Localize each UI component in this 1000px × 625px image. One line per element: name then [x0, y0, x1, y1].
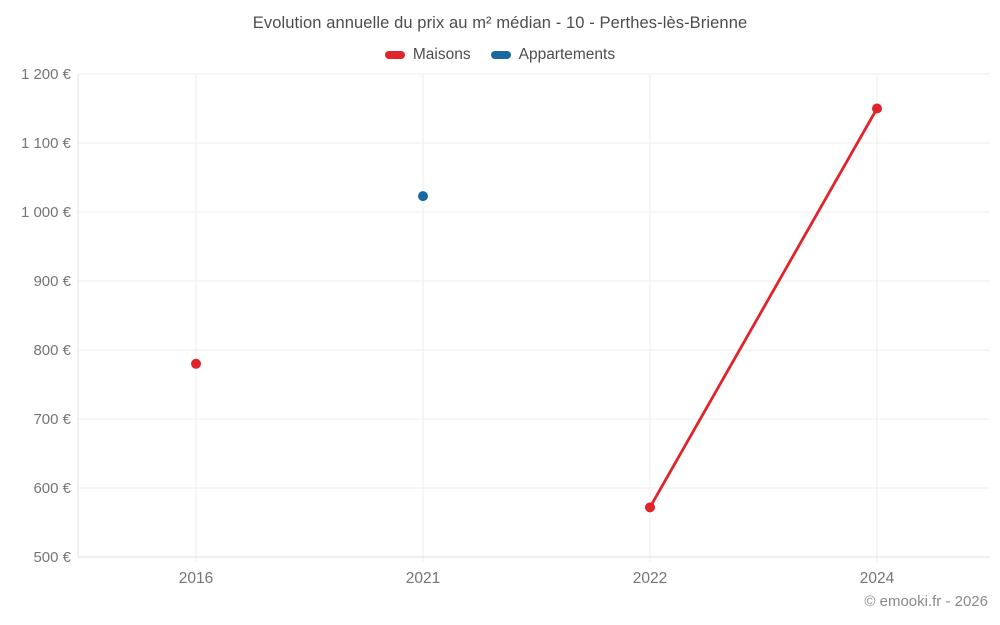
- y-axis-tick-label: 500 €: [33, 549, 71, 566]
- x-axis-tick-label: 2022: [633, 570, 667, 587]
- legend-swatch-appartements: [490, 51, 511, 59]
- x-axis-tick-label: 2016: [179, 570, 213, 587]
- y-axis-tick-label: 1 100 €: [21, 135, 72, 152]
- legend-label-appartements: Appartements: [518, 46, 616, 63]
- x-axis-tick-label: 2024: [860, 570, 895, 587]
- legend-swatch-maisons: [384, 51, 405, 59]
- data-point-maisons-2016[interactable]: [191, 358, 201, 369]
- y-axis-tick-label: 600 €: [33, 480, 71, 497]
- copyright-note: © emooki.fr - 2026: [864, 593, 988, 610]
- y-axis-tick-label: 700 €: [33, 411, 71, 428]
- data-point-maisons-2024[interactable]: [872, 103, 882, 114]
- legend-item-maisons[interactable]: Maisons: [384, 46, 471, 64]
- data-point-appartements-2021[interactable]: [418, 191, 428, 202]
- data-point-maisons-2022[interactable]: [645, 502, 655, 513]
- y-axis-tick-label: 1 200 €: [21, 66, 72, 83]
- x-axis-tick-label: 2021: [406, 570, 440, 587]
- legend-label-maisons: Maisons: [412, 46, 471, 63]
- y-axis-tick-label: 1 000 €: [21, 204, 72, 221]
- y-axis-tick-label: 800 €: [33, 342, 71, 359]
- series-line-maisons: [648, 107, 879, 509]
- y-axis-tick-label: 900 €: [33, 273, 71, 290]
- legend: Maisons Appartements: [0, 46, 1000, 64]
- chart-title: Evolution annuelle du prix au m² médian …: [252, 14, 748, 32]
- legend-item-appartements[interactable]: Appartements: [490, 46, 616, 64]
